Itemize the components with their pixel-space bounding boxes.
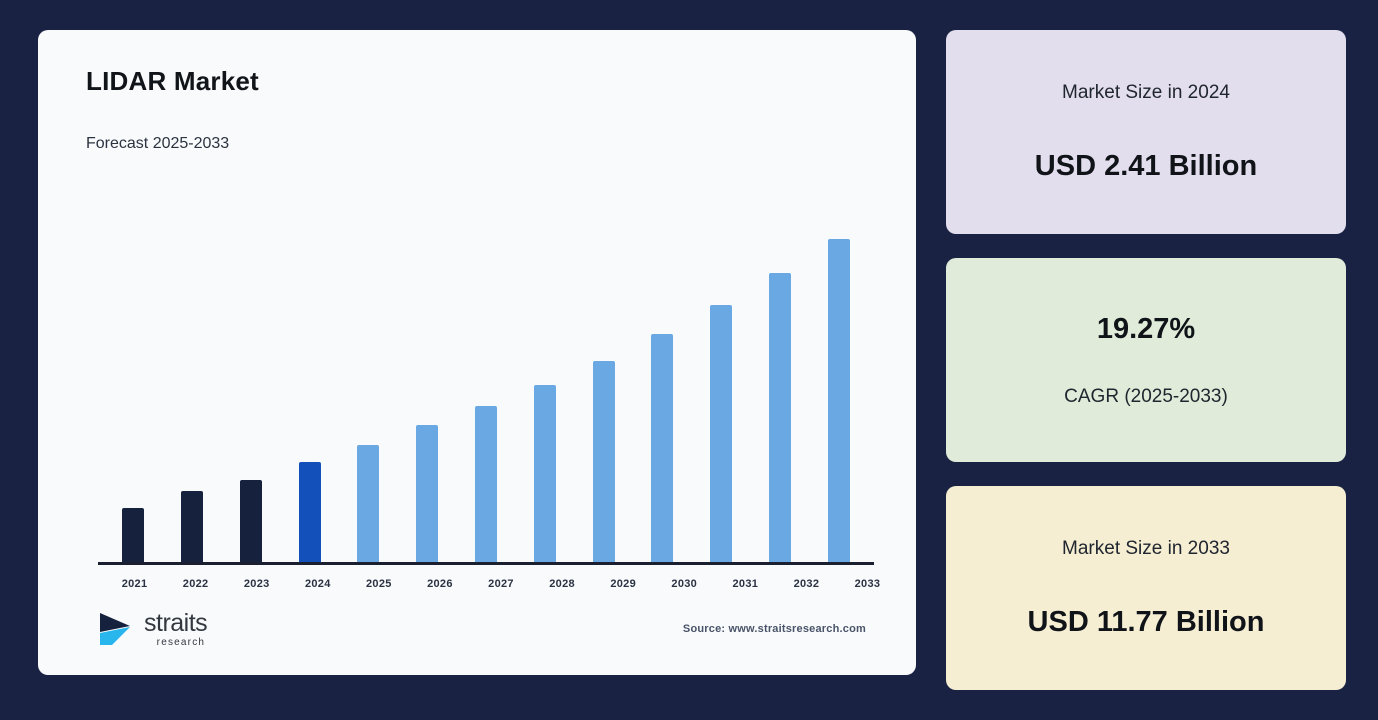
x-tick-2029: 2029	[610, 578, 636, 590]
bar-2021	[122, 508, 145, 565]
x-tick-2023: 2023	[243, 578, 270, 590]
x-tick-2024: 2024	[304, 578, 331, 590]
bar-2023	[239, 480, 262, 565]
bar-2029	[592, 361, 615, 565]
bar-2027	[474, 406, 497, 565]
bar-2025	[357, 445, 380, 565]
stat-card-1: Market Size in 2024 USD 2.41 Billion	[946, 30, 1346, 234]
chart-panel: LIDAR Market Forecast 2025-2033 2021 2022…	[38, 30, 916, 675]
bar-slot	[574, 220, 633, 565]
x-tick-2021: 2021	[121, 578, 148, 590]
x-tick-2031: 2031	[732, 578, 759, 590]
stat-card-label: Market Size in 2033	[1062, 537, 1230, 559]
x-axis-line	[98, 562, 874, 565]
chart-footer: straits research Source: www.straitsrese…	[68, 601, 886, 657]
straits-research-arrow-mark	[100, 613, 130, 645]
bar-2022	[181, 491, 204, 565]
stat-card-2: 19.27% CAGR (2025-2033)	[946, 258, 1346, 462]
bar-slot	[750, 220, 809, 565]
x-tick-2033: 2033	[854, 578, 881, 590]
bar-slot	[280, 220, 339, 565]
bar-2030	[651, 334, 674, 565]
bar-slot	[633, 220, 692, 565]
bar-2024	[298, 462, 321, 565]
brand-logo: straits research	[98, 608, 208, 649]
bar-slot	[398, 220, 457, 565]
bar-slot	[339, 220, 398, 565]
bar-slot	[104, 220, 163, 565]
x-tick-2030: 2030	[671, 578, 698, 590]
brand-logo-wordmark: straits research	[144, 608, 208, 648]
stat-card-label: CAGR (2025-2033)	[1064, 385, 1228, 407]
page-title: LIDAR Market	[86, 66, 259, 96]
bar-2032	[768, 273, 791, 565]
brand-logo-sub: research	[156, 636, 206, 648]
x-tick-2028: 2028	[549, 578, 575, 590]
stat-card-value: USD 11.77 Billion	[1027, 605, 1265, 638]
bar-slot	[692, 220, 751, 565]
stat-card-list: Market Size in 2024 USD 2.41 Billion 19.27…	[946, 30, 1346, 690]
bar-2031	[710, 305, 733, 565]
bar-slot	[457, 220, 516, 565]
bar-series	[104, 220, 868, 565]
x-tick-2026: 2026	[427, 578, 453, 590]
bar-slot	[222, 220, 281, 565]
x-tick-2022: 2022	[182, 578, 209, 590]
x-tick-2027: 2027	[488, 578, 514, 590]
stat-card-value: USD 2.41 Billion	[1034, 149, 1258, 182]
bar-slot	[515, 220, 574, 565]
bar-2033	[827, 239, 850, 565]
bar-chart-plot	[68, 190, 886, 565]
bar-2026	[416, 425, 439, 565]
bar-slot	[163, 220, 222, 565]
bar-slot	[809, 220, 868, 565]
stat-card-3: Market Size in 2033 USD 11.77 Billion	[946, 486, 1346, 690]
chart-subtitle: Forecast 2025-2033	[86, 135, 230, 152]
bar-2028	[533, 385, 556, 565]
x-tick-2025: 2025	[366, 578, 392, 590]
x-tick-2032: 2032	[793, 578, 820, 590]
source-attribution: Source: www.straitsresearch.com	[682, 623, 866, 635]
stat-card-label: Market Size in 2024	[1062, 81, 1230, 103]
x-axis-tick-labels: 2021 2022 2023 2024 2025 2026 2027 2028 2029 2030…	[104, 578, 898, 590]
brand-logo-main: straits	[144, 608, 208, 637]
stat-card-value: 19.27%	[1096, 312, 1196, 345]
